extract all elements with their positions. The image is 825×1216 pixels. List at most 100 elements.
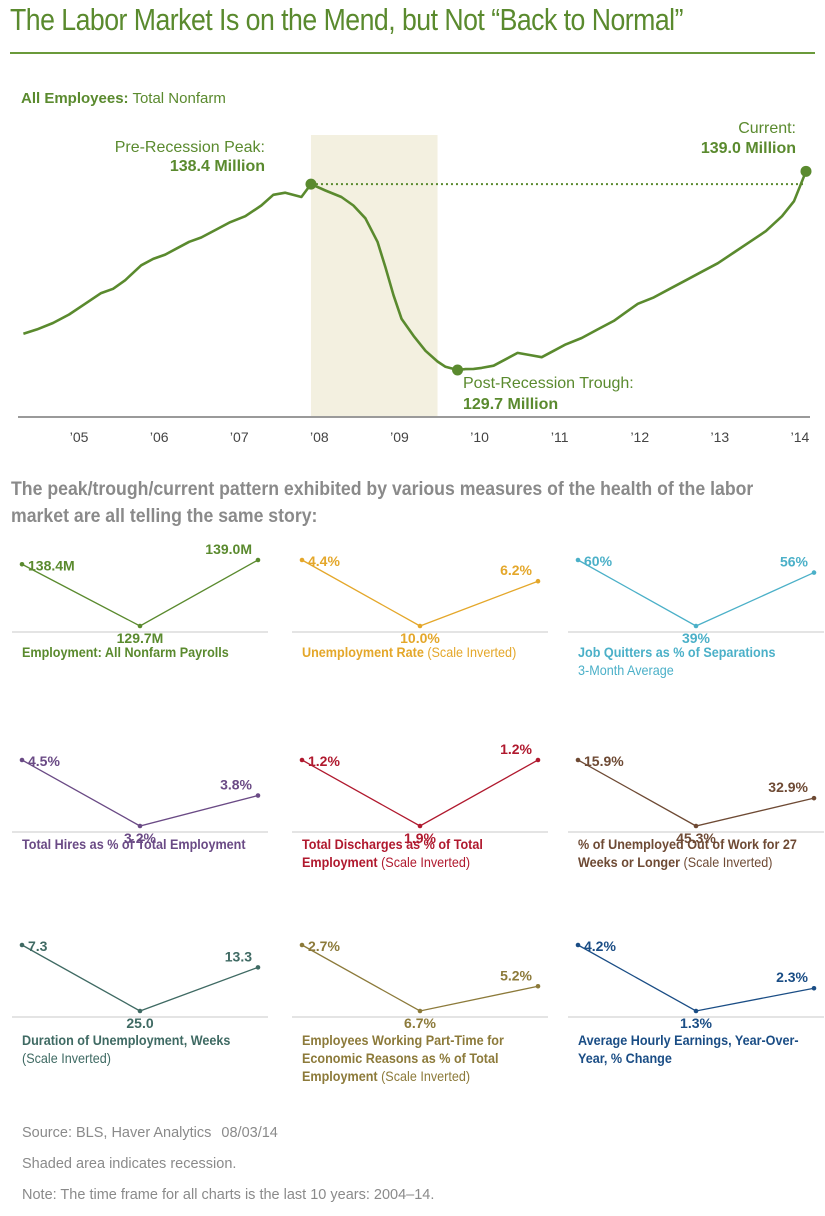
mini-chart-3: 60% 39% 56% [568,553,824,646]
mini-point [19,942,25,948]
peak-point [305,178,317,190]
footer-note: Note: The time frame for all charts is t… [22,1187,435,1203]
x-tick-label: ’08 [310,429,329,445]
summary-text: The peak/trough/current pattern exhibite… [11,479,754,527]
mini-label-start: 2.7% [308,938,340,954]
mini-title-main: Employment: All Nonfarm Payrolls [22,644,229,660]
mini-point [575,557,581,563]
trough-annotation-value: 129.7 Million [463,396,558,413]
mini-label-start: 1.2% [308,753,340,769]
mini-label-current: 6.2% [500,562,532,578]
mini-point [417,823,423,829]
source-date: 08/03/14 [221,1125,278,1141]
mini-chart-7: 7.3 25.0 13.3 [12,938,268,1031]
footer-source: Source: BLS, Haver Analytics 08/03/14 [22,1125,278,1141]
x-tick-label: ’14 [791,429,810,445]
mini-point [19,561,25,567]
mini-title-note: (Scale Inverted) [679,854,773,870]
mini-label-start: 138.4M [28,557,75,573]
mini-title-note: (Scale Inverted) [22,1050,111,1066]
mini-label-trough: 45.3% [676,830,716,846]
x-tick-label: ’07 [230,429,249,445]
mini-point [137,1008,143,1014]
mini-chart-5: 1.2% 1.9% 1.2% [292,741,548,846]
mini-label-trough: 129.7M [117,630,164,646]
mini-label-start: 15.9% [584,753,624,769]
mini-series-line [21,944,259,1012]
mini-title-main: Duration of Unemployment, Weeks [22,1032,231,1048]
mini-label-start: 4.5% [28,753,60,769]
x-tick-label: ’12 [630,429,649,445]
mini-point [575,757,581,763]
mini-chart-title: Employment: All Nonfarm Payrolls [22,643,256,661]
mini-label-current: 1.2% [500,741,532,757]
mini-title-main: Total Discharges as % of Total Employmen… [302,836,483,870]
mini-label-trough: 6.7% [404,1015,436,1031]
mini-point [255,965,261,970]
mini-chart-8: 2.7% 6.7% 5.2% [292,938,548,1031]
source-text: Source: BLS, Haver Analytics [22,1125,212,1141]
mini-point [137,823,143,829]
trough-annotation-label: Post-Recession Trough: [463,375,634,392]
mini-title-main: Average Hourly Earnings, Year-Over-Year,… [578,1032,799,1066]
mini-title-main: Total Hires as % of Total Employment [22,836,246,852]
mini-chart-1: 138.4M 129.7M 139.0M [12,541,268,646]
mini-label-trough: 39% [682,630,711,646]
mini-chart-title: Total Hires as % of Total Employment [22,835,256,853]
mini-series-line [21,759,259,827]
mini-subtitle: 3-Month Average [578,662,674,678]
mini-label-current: 139.0M [205,541,252,557]
current-annotation-value: 139.0 Million [701,140,796,157]
mini-point [417,1008,423,1014]
mini-label-start: 4.4% [308,553,340,569]
mini-point [299,557,305,563]
mini-point [693,623,699,629]
mini-chart-title: Employees Working Part-Time for Economic… [302,1031,536,1085]
mini-label-start: 4.2% [584,938,616,954]
peak-annotation-label: Pre-Recession Peak: [115,139,265,156]
x-tick-label: ’06 [150,429,169,445]
mini-title-main: % of Unemployed Out of Work for 27 Weeks… [578,836,797,870]
mini-point [535,578,541,584]
main-chart-label-bold: All Employees: [21,90,129,107]
mini-title-main: Job Quitters as % of Separations [578,644,776,660]
mini-title-note: (Scale Inverted) [377,1068,471,1084]
mini-title-main: Unemployment Rate [302,644,424,660]
x-tick-label: ’10 [470,429,489,445]
footer-shaded-note: Shaded area indicates recession. [22,1156,237,1172]
mini-label-current: 5.2% [500,967,532,983]
mini-chart-2: 4.4% 10.0% 6.2% [292,553,548,646]
mini-label-trough: 1.3% [680,1015,712,1031]
mini-label-start: 60% [584,553,613,569]
mini-series-line [577,559,815,627]
peak-annotation-value: 138.4 Million [170,158,265,175]
mini-point [575,942,581,948]
title-divider [10,52,815,54]
mini-chart-4: 4.5% 3.2% 3.8% [12,753,268,846]
mini-point [811,795,817,801]
x-tick-label: ’09 [390,429,409,445]
mini-label-trough: 3.2% [124,830,156,846]
main-chart-label-rest: Total Nonfarm [132,90,226,107]
mini-chart-title: Unemployment Rate (Scale Inverted) [302,643,536,661]
mini-chart-title: Duration of Unemployment, Weeks (Scale I… [22,1031,256,1067]
mini-label-trough: 10.0% [400,630,440,646]
mini-point [137,623,143,629]
mini-label-current: 13.3 [225,948,252,964]
main-chart: ’05 ’06 ’07 ’08 ’09 ’10 ’11 ’12 ’13 ’14 Pre-Recess… [18,120,812,445]
mini-point [299,757,305,763]
recession-shading [310,135,438,417]
mini-label-start: 7.3 [28,938,48,954]
mini-label-current: 32.9% [768,779,808,795]
mini-chart-title: Total Discharges as % of Total Employmen… [302,835,536,871]
x-tick-label: ’11 [551,429,569,445]
main-chart-label: All Employees: Total Nonfarm [21,90,226,107]
trough-point [452,364,464,376]
mini-label-current: 56% [780,554,809,570]
mini-label-trough: 1.9% [404,830,436,846]
mini-label-current: 3.8% [220,777,252,793]
current-point [800,165,812,177]
mini-point [693,1008,699,1014]
mini-point [535,983,541,989]
mini-chart-title: Average Hourly Earnings, Year-Over-Year,… [578,1031,812,1067]
